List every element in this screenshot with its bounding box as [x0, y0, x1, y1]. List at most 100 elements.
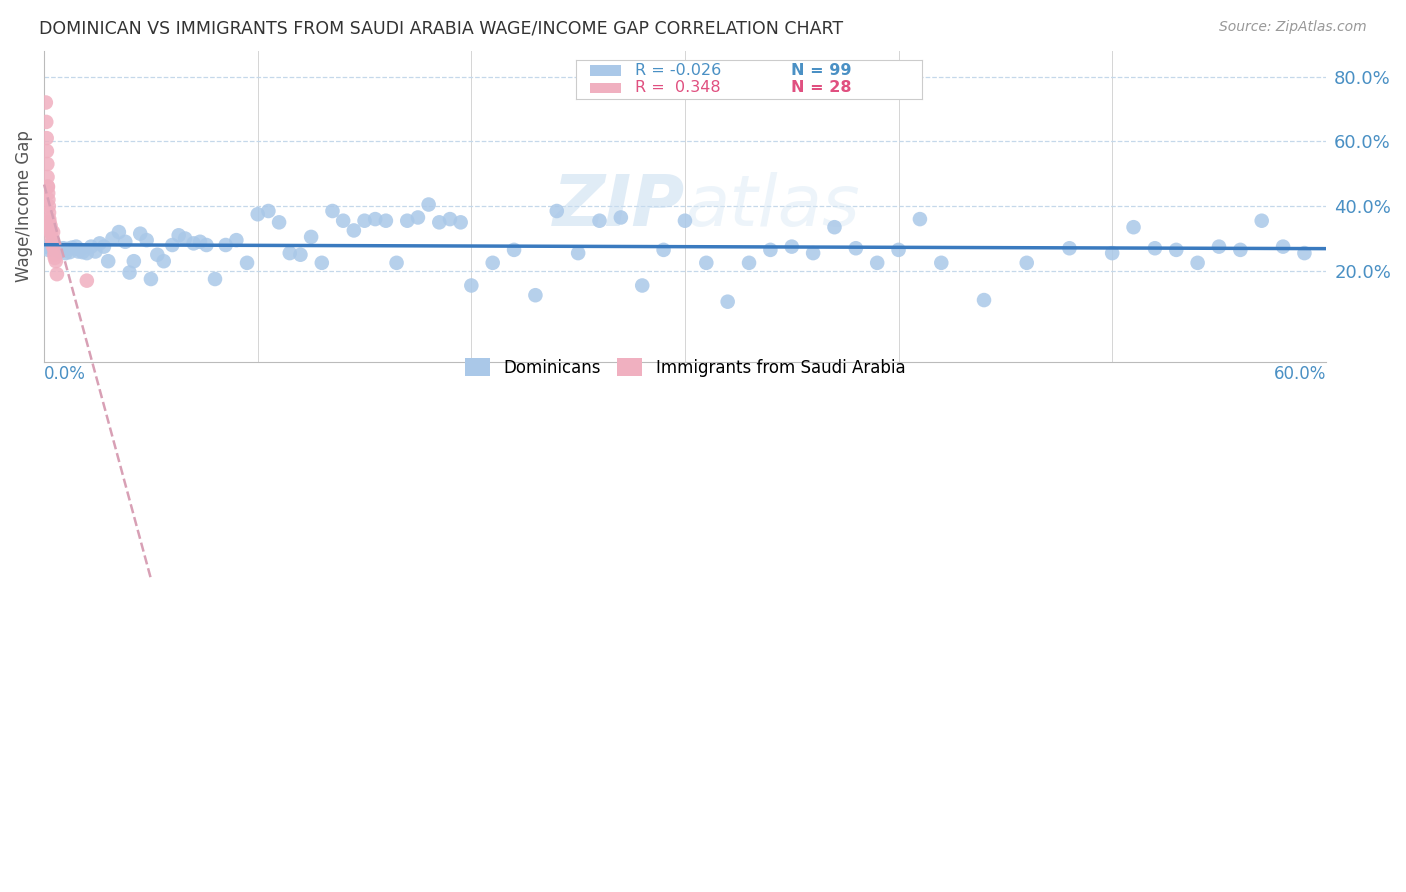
- Point: [406, 211, 429, 225]
- Point: [60, 241, 83, 255]
- Point: [1101, 246, 1123, 260]
- Point: [1059, 241, 1081, 255]
- Point: [418, 197, 440, 211]
- Point: [38, 199, 60, 213]
- Point: [37, 169, 59, 184]
- Point: [38, 222, 60, 236]
- Point: [546, 204, 568, 219]
- Point: [278, 246, 301, 260]
- Point: [39, 225, 62, 239]
- Point: [76, 274, 98, 288]
- Point: [1294, 246, 1316, 260]
- Point: [37, 186, 59, 201]
- Point: [41, 238, 63, 252]
- Point: [174, 231, 197, 245]
- Point: [152, 254, 174, 268]
- Point: [353, 213, 375, 227]
- Point: [72, 245, 94, 260]
- Point: [973, 293, 995, 307]
- Point: [427, 215, 450, 229]
- Point: [1272, 239, 1295, 253]
- Point: [866, 256, 889, 270]
- Point: [188, 235, 211, 249]
- Point: [35, 115, 58, 129]
- Text: Source: ZipAtlas.com: Source: ZipAtlas.com: [1219, 20, 1367, 34]
- Point: [1015, 256, 1038, 270]
- Point: [908, 212, 931, 227]
- Point: [167, 228, 190, 243]
- Point: [267, 215, 290, 229]
- Text: DOMINICAN VS IMMIGRANTS FROM SAUDI ARABIA WAGE/INCOME GAP CORRELATION CHART: DOMINICAN VS IMMIGRANTS FROM SAUDI ARABI…: [39, 20, 844, 37]
- Point: [717, 294, 740, 309]
- Point: [44, 242, 66, 256]
- Point: [41, 231, 63, 245]
- Point: [65, 239, 87, 253]
- Point: [44, 251, 66, 265]
- Point: [118, 266, 141, 280]
- Point: [37, 179, 59, 194]
- Point: [39, 225, 62, 239]
- Point: [84, 244, 107, 259]
- Point: [183, 236, 205, 251]
- Point: [439, 212, 461, 227]
- Point: [481, 256, 503, 270]
- Text: 0.0%: 0.0%: [44, 366, 86, 384]
- Point: [67, 244, 90, 259]
- Text: ZIP: ZIP: [553, 171, 685, 241]
- Point: [759, 243, 782, 257]
- Point: [364, 212, 387, 227]
- Point: [69, 243, 91, 257]
- Point: [38, 205, 60, 219]
- Point: [824, 220, 846, 235]
- Point: [37, 157, 59, 171]
- Point: [524, 288, 547, 302]
- Point: [215, 238, 238, 252]
- Point: [139, 272, 162, 286]
- Point: [738, 256, 761, 270]
- Point: [80, 239, 103, 253]
- Point: [93, 239, 115, 253]
- Point: [39, 219, 62, 233]
- Point: [135, 233, 157, 247]
- Point: [321, 204, 343, 219]
- Point: [162, 238, 184, 252]
- Legend: Dominicans, Immigrants from Saudi Arabia: Dominicans, Immigrants from Saudi Arabia: [465, 359, 905, 376]
- Point: [114, 235, 136, 249]
- Point: [652, 243, 675, 257]
- Point: [929, 256, 952, 270]
- Point: [332, 213, 354, 227]
- Point: [780, 239, 803, 253]
- Point: [44, 248, 66, 262]
- Point: [257, 204, 280, 219]
- Point: [42, 225, 65, 239]
- Point: [37, 193, 59, 207]
- Point: [311, 256, 333, 270]
- Point: [89, 236, 111, 251]
- Point: [450, 215, 472, 229]
- Point: [35, 131, 58, 145]
- Point: [195, 238, 218, 252]
- Point: [1166, 243, 1188, 257]
- Point: [887, 243, 910, 257]
- Point: [59, 245, 82, 260]
- Point: [845, 241, 868, 255]
- Point: [35, 95, 58, 110]
- Point: [41, 238, 63, 252]
- Point: [146, 248, 169, 262]
- Point: [45, 241, 67, 255]
- Point: [1122, 220, 1144, 235]
- Point: [374, 213, 396, 227]
- Point: [695, 256, 717, 270]
- Point: [108, 225, 131, 239]
- Point: [460, 278, 482, 293]
- Point: [56, 242, 79, 256]
- Text: atlas: atlas: [685, 171, 859, 241]
- Point: [673, 213, 696, 227]
- Point: [48, 244, 70, 259]
- Point: [129, 227, 152, 241]
- Point: [122, 254, 145, 268]
- Point: [42, 241, 65, 255]
- Point: [290, 248, 312, 262]
- Point: [343, 223, 366, 237]
- Point: [1208, 239, 1230, 253]
